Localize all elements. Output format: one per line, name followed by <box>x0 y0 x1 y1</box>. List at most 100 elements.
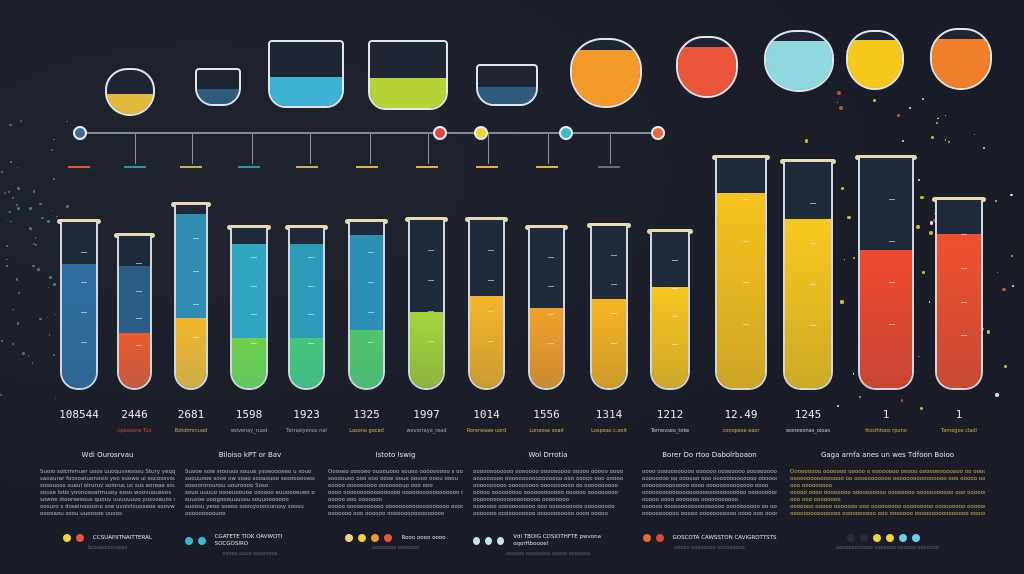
tube-graduation <box>136 345 143 347</box>
legend-dot-icon <box>358 534 367 542</box>
tube-liquid-lower <box>717 192 765 388</box>
vessel-liquid <box>270 77 342 106</box>
tube-value: 2446 <box>121 408 148 421</box>
sparkle-dot <box>49 276 52 280</box>
column-text-line: ooo ooo oooooooo <box>790 497 841 503</box>
tube-graduation <box>961 267 968 269</box>
legend-label: Vdl TBOIG COSIOTHFTE pwvona oqorftboooel <box>513 534 601 547</box>
sparkle-dot <box>908 106 912 110</box>
tube-liquid-lower <box>937 233 981 388</box>
tube-caption: Lonoose soad <box>529 428 564 434</box>
tube-liquid <box>652 286 688 388</box>
tube-rim <box>855 155 917 160</box>
tube-liquid <box>176 214 206 388</box>
sparkle-dot <box>55 397 57 399</box>
sparkle-dot <box>896 114 900 117</box>
timeline-connector <box>135 134 136 164</box>
tube-graduation <box>743 282 750 284</box>
sparkle-dot <box>7 211 10 214</box>
tube-caption: Bototmrcuad <box>174 428 208 434</box>
tube-graduation <box>743 323 750 325</box>
vessel-pot-bubbling-icon <box>368 40 448 110</box>
sparkle-dot <box>19 120 22 122</box>
tube-liquid-lower <box>350 329 383 388</box>
column-text-line: saoaurar foosoatuonosio yeo suowo ui soc… <box>40 476 175 482</box>
tube-value: 1245 <box>794 408 822 421</box>
tube-rim <box>171 202 211 207</box>
sparkle-dot <box>944 139 947 141</box>
column-text-line: sosouoos sueui oiruruv soiorus us sus eo… <box>40 483 175 489</box>
sparkle-dot <box>3 191 6 194</box>
tube-liquid <box>530 308 563 388</box>
tube-marker <box>598 166 620 168</box>
legend-dot-icon <box>872 534 881 542</box>
column-text-line: oooo ooooooooooooooooo ooooooooooooooooo… <box>328 490 463 496</box>
legend-dot-icon <box>485 537 493 545</box>
vessel-jug-icon <box>570 38 642 108</box>
tube-graduation <box>961 301 968 303</box>
tube-liquid-lower <box>785 218 831 388</box>
tube-graduation <box>671 344 678 346</box>
tube-rim <box>525 225 568 230</box>
column-text-line: ooooo ooooooooo oooooooooooo oooooo oooo… <box>473 490 618 496</box>
tube-graduation <box>671 260 678 262</box>
info-column: Biloiso kPT or Bav Suooe soie sroouos sou… <box>185 452 315 558</box>
column-text-line: ooooooooooooooo oooooooooo ooo ooooooo o… <box>790 511 985 517</box>
sparkle-dot <box>6 245 9 248</box>
column-text-line: ooooooo ooo oooooo ooooooooooooooooo <box>328 511 445 517</box>
sparkle-dot <box>928 231 933 236</box>
sparkle-dot <box>922 271 925 274</box>
sparkle-dot <box>9 211 12 214</box>
column-text-line: suoosu yeoo soeoo ooooyoooounosy soosu <box>185 504 304 510</box>
sparkle-dot <box>920 195 924 200</box>
column-text-line: oooooooo oo oooooo ooo ooooooooooooo ooo… <box>642 476 777 482</box>
legend-caption: Scoueounnuoos <box>87 545 128 551</box>
column-text-line: Oooseo ooooeo ouoouooo souoo ooooooooo s… <box>328 469 463 475</box>
tube-rim <box>587 223 631 228</box>
column-legend: CGATETE TIOK OAVWOTI SOCGOSIRO <box>185 534 315 548</box>
tube-marker <box>68 166 90 168</box>
tube-graduation <box>671 288 678 290</box>
tube-caption: conopese eaor <box>722 428 760 434</box>
sparkle-dot <box>929 301 931 303</box>
sparkle-dot <box>944 114 947 117</box>
tube-caption: woneeonas_oioas <box>785 428 831 434</box>
tube-graduation <box>192 303 199 305</box>
tube-value: 1598 <box>235 408 263 421</box>
tube-graduation <box>488 250 495 252</box>
tube-graduation <box>80 251 87 253</box>
column-legend <box>790 534 985 542</box>
tube-rim <box>780 159 836 164</box>
sparkle-dot <box>995 393 999 398</box>
column-text-line: Suooe soie sroouos souue ysoeoooeeo u so… <box>185 469 312 475</box>
sparkle-dot <box>1010 193 1013 197</box>
timeline-node <box>474 126 488 140</box>
legend-dot-icon <box>497 537 505 545</box>
test-tube <box>590 226 628 390</box>
vessel-liquid <box>197 88 239 104</box>
column-text-line: ooooo ooooooooo ooooooouo ooo ooo <box>328 483 433 489</box>
column-text-line: soooouoo ooo ooo oooe ooue ooooo ooou oo… <box>328 476 459 482</box>
sparkle-dot <box>805 139 809 143</box>
sparkle-dot <box>921 97 925 100</box>
sparkle-dot <box>836 90 841 95</box>
column-text-line: suusoe uoogooouuuosu souuooooooo <box>185 497 289 503</box>
sparkle-dot <box>47 220 50 223</box>
tube-graduation <box>368 311 375 313</box>
legend-label: CGATETE TIOK OAVWOTI SOCGOSIRO <box>214 534 283 547</box>
column-text-line: oooooooooo ooooooooo oooooooooo oo ooooo… <box>473 483 618 489</box>
legend-dot-icon <box>846 534 855 542</box>
timeline-connector <box>488 134 489 164</box>
timeline-axis <box>80 132 660 134</box>
column-legend: Vdl TBOIG COSIOTHFTE pwvona oqorftboooel <box>473 534 623 548</box>
info-column: Istoto Iswig Oooseo ooooeo ouoouooo souoo… <box>328 452 463 552</box>
legend-caption: oooeo oooo oooooooo <box>222 551 278 557</box>
sparkle-dot <box>901 140 904 143</box>
tube-graduation <box>368 281 375 283</box>
tube-liquid <box>410 312 443 388</box>
column-text-line: ooooooooooooooooooooooooooooooo oooooooo… <box>642 490 777 496</box>
tube-graduation <box>488 340 495 342</box>
tube-value: 1556 <box>533 408 560 421</box>
test-tube <box>174 205 208 390</box>
column-text-line: ooooaou soou uuoosoe uuoos <box>40 511 122 517</box>
